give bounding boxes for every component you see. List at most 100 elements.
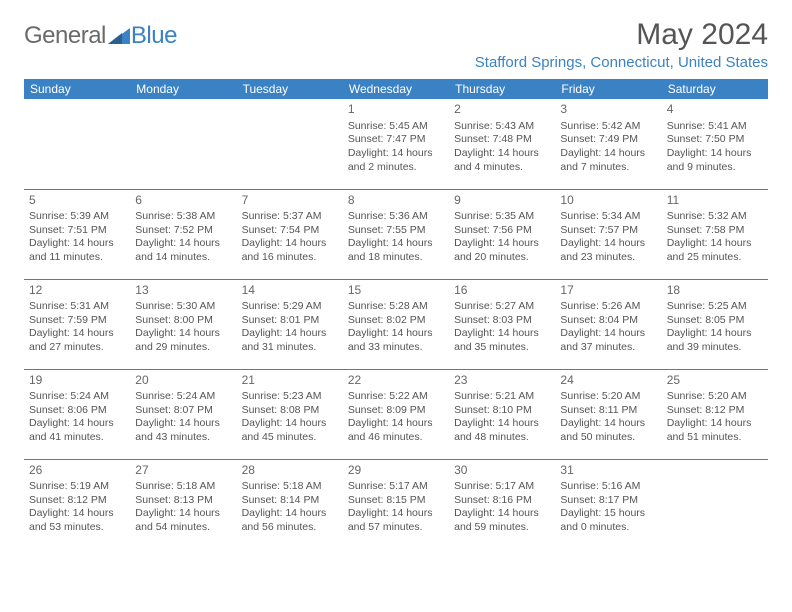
sunset-text: Sunset: 8:16 PM — [454, 494, 550, 508]
sunrise-text: Sunrise: 5:41 AM — [667, 120, 763, 134]
sunrise-text: Sunrise: 5:30 AM — [135, 300, 231, 314]
sunset-text: Sunset: 8:07 PM — [135, 404, 231, 418]
sunrise-text: Sunrise: 5:28 AM — [348, 300, 444, 314]
daylight-text: and 25 minutes. — [667, 251, 763, 265]
calendar-cell — [237, 99, 343, 189]
calendar-cell: 20Sunrise: 5:24 AMSunset: 8:07 PMDayligh… — [130, 369, 236, 459]
sunrise-text: Sunrise: 5:45 AM — [348, 120, 444, 134]
calendar-week: 12Sunrise: 5:31 AMSunset: 7:59 PMDayligh… — [24, 279, 768, 369]
calendar-cell: 8Sunrise: 5:36 AMSunset: 7:55 PMDaylight… — [343, 189, 449, 279]
day-number: 6 — [135, 193, 231, 209]
daylight-text: and 4 minutes. — [454, 161, 550, 175]
daylight-text: and 18 minutes. — [348, 251, 444, 265]
calendar-table: Sunday Monday Tuesday Wednesday Thursday… — [24, 79, 768, 549]
daylight-text: Daylight: 14 hours — [348, 147, 444, 161]
daylight-text: and 48 minutes. — [454, 431, 550, 445]
sunrise-text: Sunrise: 5:18 AM — [135, 480, 231, 494]
day-number: 29 — [348, 463, 444, 479]
daylight-text: Daylight: 14 hours — [454, 237, 550, 251]
sunrise-text: Sunrise: 5:25 AM — [667, 300, 763, 314]
daylight-text: Daylight: 14 hours — [135, 237, 231, 251]
sunset-text: Sunset: 8:11 PM — [560, 404, 656, 418]
sunset-text: Sunset: 8:12 PM — [29, 494, 125, 508]
daylight-text: and 31 minutes. — [242, 341, 338, 355]
daylight-text: and 23 minutes. — [560, 251, 656, 265]
sunset-text: Sunset: 7:52 PM — [135, 224, 231, 238]
sunset-text: Sunset: 7:51 PM — [29, 224, 125, 238]
calendar-cell: 23Sunrise: 5:21 AMSunset: 8:10 PMDayligh… — [449, 369, 555, 459]
daylight-text: Daylight: 14 hours — [454, 327, 550, 341]
calendar-week: 5Sunrise: 5:39 AMSunset: 7:51 PMDaylight… — [24, 189, 768, 279]
calendar-cell: 11Sunrise: 5:32 AMSunset: 7:58 PMDayligh… — [662, 189, 768, 279]
sunset-text: Sunset: 7:58 PM — [667, 224, 763, 238]
sunset-text: Sunset: 8:14 PM — [242, 494, 338, 508]
day-number: 22 — [348, 373, 444, 389]
daylight-text: Daylight: 14 hours — [29, 237, 125, 251]
calendar-cell: 19Sunrise: 5:24 AMSunset: 8:06 PMDayligh… — [24, 369, 130, 459]
sunset-text: Sunset: 8:01 PM — [242, 314, 338, 328]
calendar-cell: 29Sunrise: 5:17 AMSunset: 8:15 PMDayligh… — [343, 459, 449, 549]
sunset-text: Sunset: 7:48 PM — [454, 133, 550, 147]
day-number: 24 — [560, 373, 656, 389]
daylight-text: and 11 minutes. — [29, 251, 125, 265]
calendar-cell: 21Sunrise: 5:23 AMSunset: 8:08 PMDayligh… — [237, 369, 343, 459]
sunrise-text: Sunrise: 5:29 AM — [242, 300, 338, 314]
sunrise-text: Sunrise: 5:34 AM — [560, 210, 656, 224]
daylight-text: Daylight: 14 hours — [242, 417, 338, 431]
sunset-text: Sunset: 7:55 PM — [348, 224, 444, 238]
sunset-text: Sunset: 8:05 PM — [667, 314, 763, 328]
calendar-cell: 26Sunrise: 5:19 AMSunset: 8:12 PMDayligh… — [24, 459, 130, 549]
daylight-text: and 56 minutes. — [242, 521, 338, 535]
sunrise-text: Sunrise: 5:20 AM — [560, 390, 656, 404]
daylight-text: Daylight: 15 hours — [560, 507, 656, 521]
daylight-text: Daylight: 14 hours — [667, 417, 763, 431]
daylight-text: and 41 minutes. — [29, 431, 125, 445]
day-number: 19 — [29, 373, 125, 389]
day-number: 1 — [348, 102, 444, 118]
calendar-cell: 12Sunrise: 5:31 AMSunset: 7:59 PMDayligh… — [24, 279, 130, 369]
daylight-text: and 7 minutes. — [560, 161, 656, 175]
sunrise-text: Sunrise: 5:27 AM — [454, 300, 550, 314]
calendar-cell: 25Sunrise: 5:20 AMSunset: 8:12 PMDayligh… — [662, 369, 768, 459]
day-number: 15 — [348, 283, 444, 299]
daylight-text: Daylight: 14 hours — [29, 507, 125, 521]
sunrise-text: Sunrise: 5:38 AM — [135, 210, 231, 224]
day-header: Sunday — [24, 79, 130, 99]
sunset-text: Sunset: 8:00 PM — [135, 314, 231, 328]
calendar-cell: 1Sunrise: 5:45 AMSunset: 7:47 PMDaylight… — [343, 99, 449, 189]
sunrise-text: Sunrise: 5:20 AM — [667, 390, 763, 404]
day-number: 7 — [242, 193, 338, 209]
day-number: 16 — [454, 283, 550, 299]
sunset-text: Sunset: 8:13 PM — [135, 494, 231, 508]
calendar-cell — [130, 99, 236, 189]
daylight-text: Daylight: 14 hours — [667, 237, 763, 251]
daylight-text: and 39 minutes. — [667, 341, 763, 355]
calendar-cell: 28Sunrise: 5:18 AMSunset: 8:14 PMDayligh… — [237, 459, 343, 549]
day-number: 5 — [29, 193, 125, 209]
day-number: 27 — [135, 463, 231, 479]
calendar-cell: 22Sunrise: 5:22 AMSunset: 8:09 PMDayligh… — [343, 369, 449, 459]
sunrise-text: Sunrise: 5:21 AM — [454, 390, 550, 404]
day-number: 18 — [667, 283, 763, 299]
sunset-text: Sunset: 7:50 PM — [667, 133, 763, 147]
header: GeneralBlue May 2024 Stafford Springs, C… — [24, 18, 768, 71]
day-number: 12 — [29, 283, 125, 299]
daylight-text: and 37 minutes. — [560, 341, 656, 355]
calendar-cell: 15Sunrise: 5:28 AMSunset: 8:02 PMDayligh… — [343, 279, 449, 369]
sunset-text: Sunset: 8:10 PM — [454, 404, 550, 418]
daylight-text: Daylight: 14 hours — [667, 147, 763, 161]
daylight-text: and 27 minutes. — [29, 341, 125, 355]
day-number: 3 — [560, 102, 656, 118]
day-number: 23 — [454, 373, 550, 389]
sunrise-text: Sunrise: 5:37 AM — [242, 210, 338, 224]
daylight-text: Daylight: 14 hours — [348, 327, 444, 341]
calendar-cell: 31Sunrise: 5:16 AMSunset: 8:17 PMDayligh… — [555, 459, 661, 549]
daylight-text: Daylight: 14 hours — [560, 237, 656, 251]
brand-part2: Blue — [131, 22, 177, 50]
daylight-text: and 2 minutes. — [348, 161, 444, 175]
sunrise-text: Sunrise: 5:18 AM — [242, 480, 338, 494]
daylight-text: Daylight: 14 hours — [135, 327, 231, 341]
sunset-text: Sunset: 8:04 PM — [560, 314, 656, 328]
daylight-text: Daylight: 14 hours — [560, 417, 656, 431]
day-number: 21 — [242, 373, 338, 389]
